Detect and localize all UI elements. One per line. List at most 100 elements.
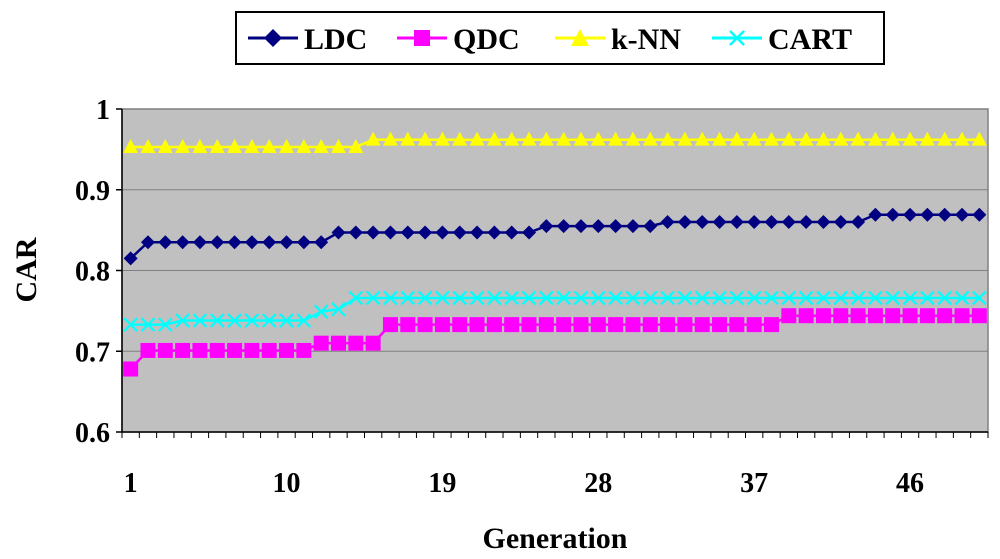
data-point <box>885 308 901 324</box>
series-ldc <box>123 207 987 266</box>
data-point <box>244 138 260 153</box>
data-point <box>486 131 502 146</box>
data-point <box>625 317 641 333</box>
data-point <box>209 342 225 358</box>
data-point <box>192 235 207 250</box>
data-point <box>140 342 156 358</box>
data-point <box>348 225 363 240</box>
data-point <box>452 225 467 240</box>
data-point <box>470 225 485 240</box>
data-point <box>140 317 156 332</box>
data-point <box>140 138 156 153</box>
data-point <box>764 215 779 230</box>
data-point <box>487 290 502 306</box>
data-point <box>365 335 381 351</box>
data-point <box>261 138 277 153</box>
data-point <box>296 235 311 250</box>
data-point <box>261 313 277 328</box>
data-point <box>261 342 277 358</box>
data-point <box>712 215 727 230</box>
data-point <box>833 290 849 306</box>
series-line <box>130 296 980 326</box>
data-point <box>954 131 970 146</box>
data-point <box>747 215 762 230</box>
data-point <box>192 342 208 358</box>
data-point <box>816 290 831 306</box>
data-point <box>227 342 243 358</box>
data-point <box>175 235 190 250</box>
data-point <box>209 138 225 153</box>
data-point <box>591 219 606 234</box>
data-point <box>469 317 485 333</box>
data-point <box>331 301 346 317</box>
data-point <box>850 290 866 306</box>
data-point <box>815 131 831 146</box>
data-point <box>486 317 502 333</box>
data-point <box>590 131 606 146</box>
data-point <box>296 138 312 153</box>
data-point <box>313 304 329 319</box>
data-point <box>764 131 779 146</box>
data-point <box>452 290 468 306</box>
data-point <box>955 207 970 222</box>
data-point <box>348 138 364 153</box>
data-point <box>781 215 796 230</box>
legend-knn-label: k-NN <box>611 23 681 56</box>
data-point <box>937 290 952 306</box>
data-point <box>244 313 260 328</box>
data-point <box>885 131 901 146</box>
legend-entry-ldc: LDC <box>248 23 367 56</box>
data-point <box>781 131 797 146</box>
data-point <box>920 207 935 222</box>
legend-entry-cart: CART <box>712 23 852 56</box>
data-point <box>296 313 312 328</box>
data-point <box>348 290 364 306</box>
data-point <box>660 131 676 146</box>
data-point <box>279 235 294 250</box>
data-point <box>729 131 745 146</box>
data-point <box>608 317 624 333</box>
data-point <box>522 225 537 240</box>
data-point <box>382 317 398 333</box>
data-point <box>382 131 398 146</box>
data-point <box>556 131 572 146</box>
axes <box>116 108 989 438</box>
data-point <box>677 290 693 306</box>
data-point <box>573 131 589 146</box>
data-point <box>400 131 416 146</box>
data-point <box>314 235 329 250</box>
data-point <box>504 290 519 306</box>
data-point <box>331 335 346 351</box>
data-point <box>885 290 901 306</box>
data-point <box>799 215 814 230</box>
data-point <box>452 317 468 333</box>
data-point <box>192 138 208 153</box>
data-point <box>435 225 450 240</box>
data-point <box>366 225 381 240</box>
data-point <box>677 131 693 146</box>
data-point <box>504 131 520 146</box>
data-point <box>556 317 572 333</box>
data-point <box>712 131 728 146</box>
data-point <box>504 317 520 333</box>
legend-ldc-marker <box>264 29 282 47</box>
data-point <box>296 342 312 358</box>
data-point <box>746 131 762 146</box>
data-point <box>590 317 606 333</box>
data-point <box>348 335 364 351</box>
data-point <box>192 313 208 328</box>
x-tick-label: 37 <box>740 468 768 499</box>
data-point <box>365 131 381 146</box>
data-point <box>712 290 727 306</box>
data-point <box>920 290 935 306</box>
data-point <box>816 215 831 230</box>
data-point <box>954 308 970 324</box>
data-point <box>175 313 190 328</box>
data-point <box>625 290 641 306</box>
data-point <box>781 290 797 306</box>
data-point <box>400 317 416 333</box>
y-tick-labels: 0.6 0.7 0.8 0.9 1 <box>75 95 110 449</box>
data-point <box>452 131 468 146</box>
data-point <box>227 313 242 328</box>
